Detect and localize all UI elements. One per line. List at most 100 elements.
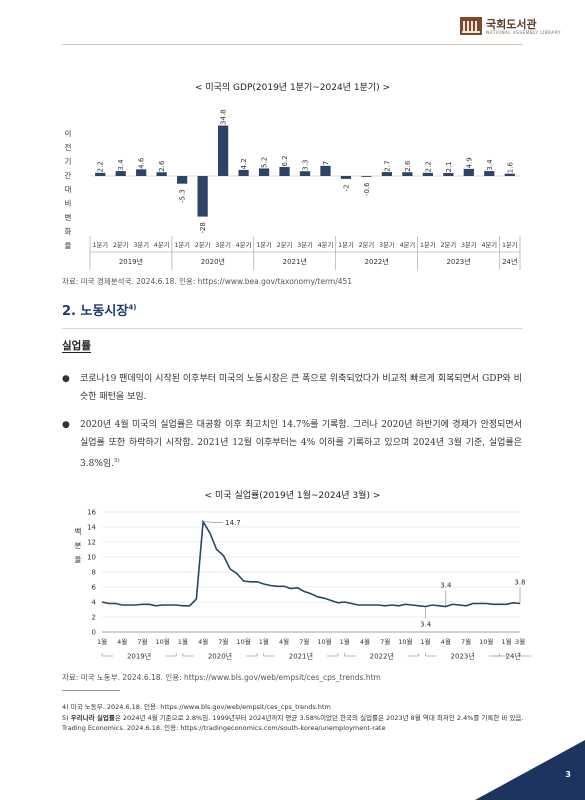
gdp-bar bbox=[177, 176, 188, 184]
gdp-bar bbox=[136, 169, 147, 176]
x-tick-label: 4월 bbox=[441, 637, 451, 646]
gdp-quarter-label: 3분기 bbox=[215, 240, 231, 249]
gdp-year-label: 2020년 bbox=[201, 257, 225, 266]
y-axis-label-char: 분 bbox=[75, 541, 82, 550]
gdp-year-label: 2023년 bbox=[446, 257, 470, 266]
y-axis-label-char: 율 bbox=[65, 241, 72, 250]
gdp-year-label: 2019년 bbox=[119, 257, 143, 266]
gdp-data-label: 34.8 bbox=[220, 109, 228, 125]
unemployment-year-label: 2022년 bbox=[370, 652, 394, 661]
gdp-data-label: 6.2 bbox=[281, 155, 289, 166]
gdp-bar bbox=[402, 172, 413, 176]
x-tick-label: 1월 bbox=[178, 637, 188, 646]
footnote-number: 5) bbox=[62, 714, 69, 722]
x-tick-label: 1월 bbox=[421, 637, 431, 646]
y-axis-label-char: 비 bbox=[65, 199, 72, 208]
x-tick-label: 1월 bbox=[340, 637, 350, 646]
gdp-data-label: 3.4 bbox=[486, 159, 494, 171]
header-divider bbox=[62, 44, 523, 45]
section-title-text: 2. 노동시장 bbox=[62, 304, 129, 319]
gdp-quarter-label: 1분기 bbox=[256, 240, 272, 249]
bullet-item: ● 2020년 4월 미국의 실업률은 대공황 이후 최고치인 14.7%를 기… bbox=[62, 416, 522, 473]
gdp-bar bbox=[361, 176, 372, 177]
unemployment-year-label: 2019년 bbox=[127, 652, 151, 661]
gdp-bar bbox=[156, 172, 167, 176]
footnote-number: 4) bbox=[62, 703, 69, 711]
gdp-bar bbox=[299, 171, 311, 176]
gdp-data-label: 7 bbox=[322, 161, 330, 165]
gdp-quarter-label: 2분기 bbox=[277, 240, 293, 249]
bullet-text: 코로나19 팬데믹이 시작된 이후부터 미국의 노동시장은 큰 폭으로 위축되었… bbox=[80, 374, 522, 402]
gdp-data-label: 4.6 bbox=[138, 157, 146, 169]
gdp-quarter-label: 2분기 bbox=[441, 240, 457, 249]
gdp-data-label: 2.2 bbox=[97, 161, 105, 172]
bullet-dot-icon: ● bbox=[62, 420, 70, 430]
x-tick-label: 4월 bbox=[360, 637, 370, 646]
gdp-bar bbox=[238, 169, 249, 176]
gdp-quarter-label: 2분기 bbox=[113, 240, 129, 249]
footnote-text: 미국 노동부. 2024.6.18. 인용: https://www.bls.g… bbox=[70, 703, 331, 711]
gdp-chart-title: < 미국의 GDP(2019년 1분기~2024년 1분기) > bbox=[194, 83, 391, 93]
library-building-icon bbox=[460, 17, 482, 35]
gdp-data-label: 4.9 bbox=[465, 157, 473, 168]
gdp-data-label: 2.6 bbox=[158, 160, 166, 172]
footnote: 4) 미국 노동부. 2024.6.18. 인용: https://www.bl… bbox=[62, 702, 532, 712]
section-footnote-ref: 4) bbox=[128, 303, 137, 312]
gdp-quarter-label: 4분기 bbox=[318, 240, 334, 249]
y-tick-label: 4 bbox=[92, 599, 97, 607]
footnote-text: 은 2024년 4월 기준으로 2.8%임. 1999년부터 2024년까지 평… bbox=[62, 714, 524, 732]
y-axis-label-char: 간 bbox=[65, 170, 72, 180]
footnote-bold: 우리나라 실업률 bbox=[70, 714, 115, 722]
y-tick-label: 16 bbox=[87, 509, 96, 517]
y-tick-label: 8 bbox=[92, 569, 96, 577]
y-axis-label-char: 화 bbox=[65, 227, 72, 236]
y-axis-label-char: 율 bbox=[75, 555, 82, 564]
gdp-quarter-label: 3분기 bbox=[461, 240, 477, 249]
bullet-text: 2020년 4월 미국의 실업률은 대공황 이후 최고치인 14.7%를 기록함… bbox=[80, 420, 522, 469]
y-tick-label: 10 bbox=[87, 554, 96, 562]
gdp-bar bbox=[381, 172, 393, 176]
gdp-data-label: -28 bbox=[199, 222, 207, 233]
footnote-divider bbox=[62, 690, 120, 691]
section-divider bbox=[62, 328, 523, 329]
unemployment-year-label: 2021년 bbox=[289, 652, 313, 661]
x-tick-label: 1월 bbox=[259, 637, 269, 646]
x-tick-label: 10월 bbox=[317, 637, 331, 646]
gdp-year-label: 24년 bbox=[502, 257, 517, 266]
x-tick-label: 4월 bbox=[117, 637, 127, 646]
unemployment-chart-title: < 미국 실업률(2019년 1월~2024년 3월) > bbox=[204, 491, 381, 501]
gdp-bar bbox=[279, 167, 290, 176]
gdp-quarter-label: 1분기 bbox=[92, 240, 108, 249]
gdp-data-label: 2.6 bbox=[404, 160, 412, 172]
y-axis-label-char: 대 bbox=[65, 185, 72, 194]
x-tick-label: 7월 bbox=[218, 637, 228, 646]
bullet-dot-icon: ● bbox=[62, 374, 70, 384]
unemployment-year-label: 24년 bbox=[506, 652, 521, 661]
gdp-quarter-label: 2분기 bbox=[359, 240, 375, 249]
gdp-quarter-label: 3분기 bbox=[133, 240, 149, 249]
gdp-quarter-label: 1분기 bbox=[338, 240, 354, 249]
x-tick-label: 10월 bbox=[479, 637, 493, 646]
annotation-leader bbox=[203, 521, 224, 523]
page-number: 3 bbox=[565, 770, 571, 779]
bullet-item: ● 코로나19 팬데믹이 시작된 이후부터 미국의 노동시장은 큰 폭으로 위축… bbox=[62, 370, 522, 406]
x-tick-label: 4월 bbox=[198, 637, 208, 646]
gdp-quarter-label: 4분기 bbox=[400, 240, 416, 249]
x-tick-label: 10월 bbox=[236, 637, 250, 646]
x-tick-label: 7월 bbox=[380, 637, 390, 646]
gdp-bar bbox=[217, 125, 229, 176]
gdp-bar bbox=[320, 165, 331, 176]
gdp-quarter-label: 1분기 bbox=[174, 240, 190, 249]
gdp-quarter-label: 3분기 bbox=[297, 240, 313, 249]
gdp-quarter-label: 4분기 bbox=[481, 240, 497, 249]
y-tick-label: 14 bbox=[87, 524, 96, 532]
x-tick-label: 10월 bbox=[398, 637, 412, 646]
gdp-data-label: 4.2 bbox=[240, 158, 248, 169]
unemployment-source: 자료: 미국 노동부. 2024.6.18. 인용: https://www.b… bbox=[62, 673, 381, 682]
x-tick-label: 10월 bbox=[156, 637, 170, 646]
gdp-bar bbox=[115, 171, 126, 176]
x-tick-label: 4월 bbox=[279, 637, 289, 646]
y-axis-label-char: 백 bbox=[75, 526, 82, 536]
gdp-bar bbox=[197, 176, 208, 217]
